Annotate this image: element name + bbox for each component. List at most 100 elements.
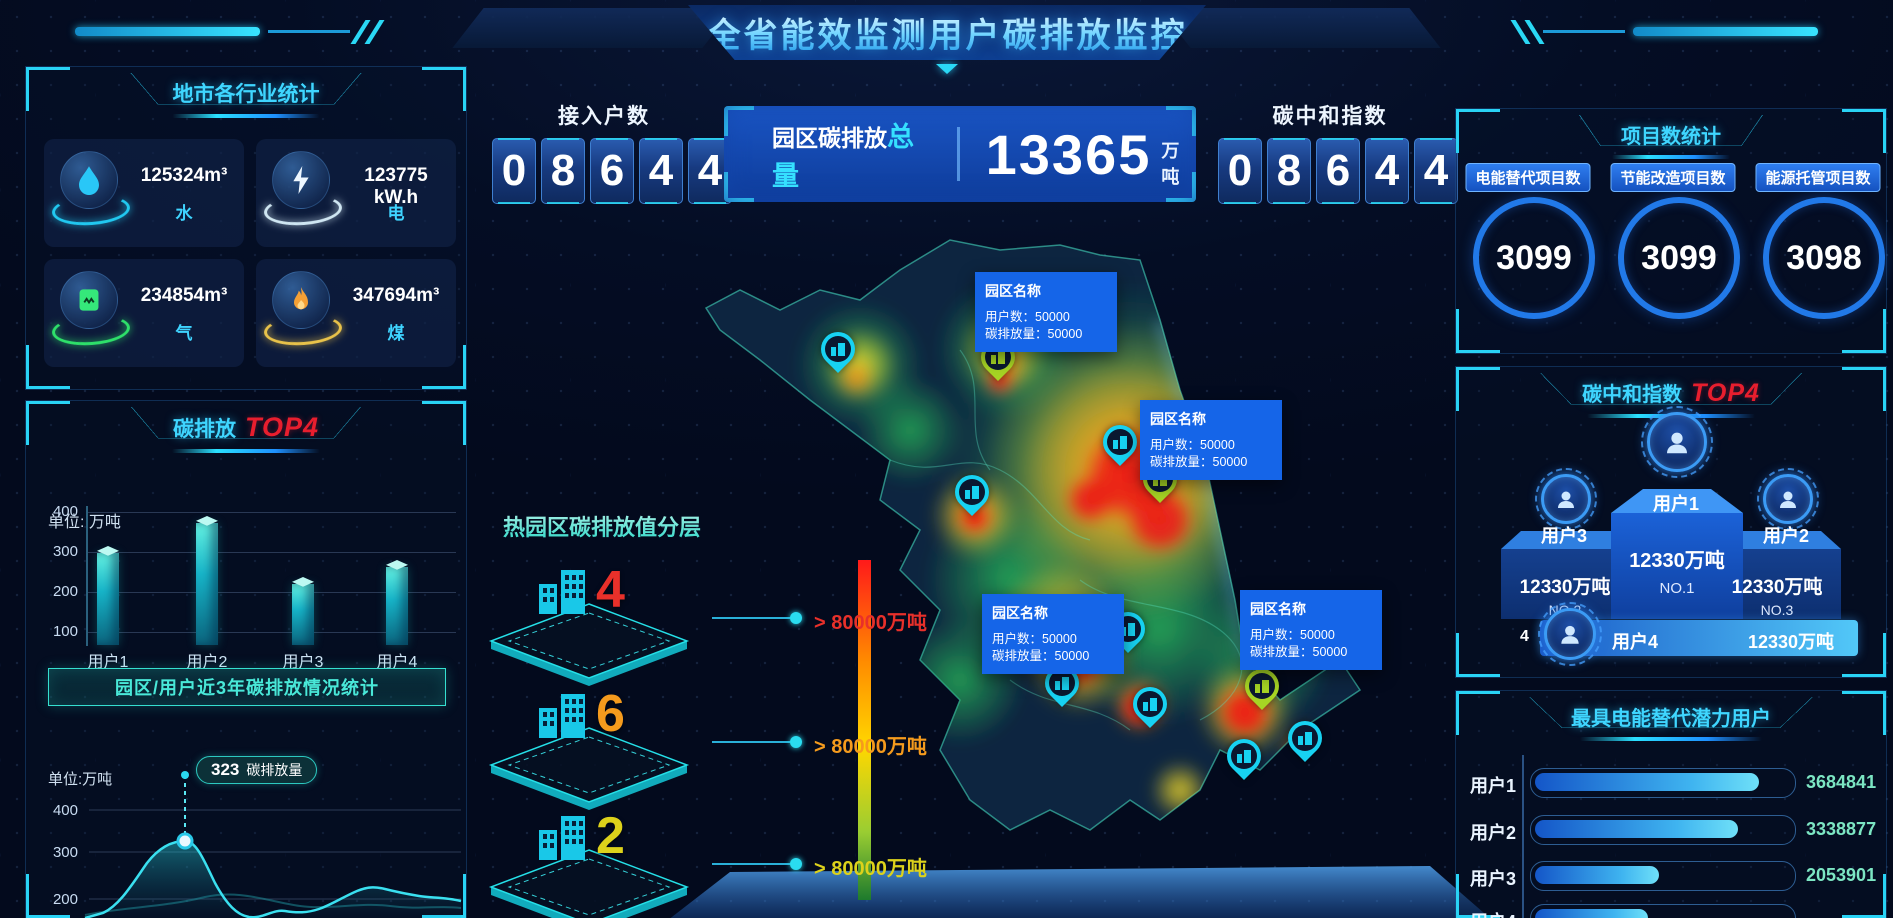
potential-bar-track — [1530, 815, 1796, 845]
bar-user4 — [386, 567, 408, 645]
map-pin[interactable] — [973, 332, 1023, 382]
map-tooltip: 园区名称 用户数：50000 碳排放量：50000 — [1240, 590, 1382, 670]
fourth-rank-value: 12330万吨 — [1748, 632, 1835, 652]
user1-avatar — [1641, 406, 1713, 478]
legend-dot-1 — [790, 612, 802, 624]
panel-projects: 项目数统计 电能替代项目数 3099 节能改造项目数 3099 能源托管项目数 … — [1455, 108, 1887, 354]
panel-neutral-top4-title: 碳中和指数 TOP4 — [1540, 373, 1802, 418]
legend-count-3: 2 — [596, 807, 625, 865]
user2-avatar — [1757, 468, 1819, 530]
podium-third-rank: NO.3 — [1761, 602, 1794, 618]
map-tooltip: 园区名称 用户数：50000 碳排放量：50000 — [975, 272, 1117, 352]
podium: 12330万吨 NO.1 12330万吨 NO.2 12330万吨 NO.3 — [1501, 489, 1841, 619]
page-title: 全省能效监测用户碳排放监控 — [707, 8, 1188, 57]
podium-third-value: 12330万吨 — [1732, 575, 1823, 598]
potential-bar-fill — [1535, 820, 1739, 838]
project-label-3: 能源托管项目数 — [1755, 163, 1881, 192]
total-emission-panel: 园区碳排放总量 13365 万吨 — [724, 106, 1196, 202]
map-tooltip: 园区名称 用户数：50000 碳排放量：50000 — [982, 594, 1124, 674]
panel-potential-title: 最具电能替代潜力用户 — [1529, 697, 1813, 741]
potential-bar-track — [1530, 904, 1796, 918]
potential-axis — [1522, 755, 1524, 918]
neutral-index-label: 碳中和指数 — [1272, 105, 1388, 128]
panel-carbon-top4-title: 碳排放 TOP4 — [131, 407, 361, 453]
gas-ring — [51, 312, 131, 348]
header-wing-right — [1159, 8, 1441, 48]
total-emission-highlight: 总量 — [772, 122, 914, 191]
stat-value-gas: 234854m³ — [140, 285, 228, 306]
potential-value-1: 3684841 — [1806, 772, 1877, 792]
panel-industry-stats: 地市各行业统计 125324m³ 水 123775 kW.h 电 234854m… — [25, 66, 467, 390]
flame-icon — [272, 271, 330, 329]
neutral-top4-title-text: 碳中和指数 — [1582, 384, 1683, 406]
legend-connector-2 — [712, 741, 790, 743]
header-deco-bar-left — [75, 27, 260, 36]
map-pin[interactable] — [813, 324, 863, 374]
stat-value-electric: 123775 kW.h — [364, 165, 428, 208]
heat-gradient-bar — [858, 560, 871, 900]
electric-ring — [263, 192, 343, 228]
total-emission-unit: 万吨 — [1161, 141, 1180, 187]
potential-user-3: 用户3 — [1470, 869, 1517, 889]
coal-ring — [263, 312, 343, 348]
legend-dot-3 — [790, 858, 802, 870]
stat-value-water: 125324m³ — [140, 165, 228, 186]
map-tooltip: 园区名称 用户数：50000 碳排放量：50000 — [1140, 400, 1282, 480]
podium-second-user: 用户3 — [1540, 526, 1588, 546]
heat-legend-title: 热园区碳排放值分层 — [503, 510, 701, 542]
bar-user2 — [196, 523, 218, 645]
bar-user3 — [292, 584, 314, 645]
lightning-icon — [272, 151, 330, 209]
trend-chart-unit: 单位:万吨 — [48, 771, 113, 788]
project-label-1: 电能替代项目数 — [1465, 163, 1591, 192]
total-divider — [956, 127, 960, 181]
potential-user-4: 用户4 — [1470, 908, 1522, 918]
potential-value-3: 2053901 — [1806, 865, 1877, 885]
project-value-1: 3099 — [1473, 197, 1595, 319]
legend-count-2: 6 — [596, 685, 625, 743]
water-drop-icon — [60, 151, 118, 209]
map-pin[interactable] — [1237, 661, 1287, 711]
panel-projects-title: 项目数统计 — [1579, 115, 1763, 159]
bar-user1 — [97, 553, 119, 645]
map-pin[interactable] — [1280, 713, 1330, 763]
map-pin[interactable] — [947, 467, 997, 517]
trend-annotation-value: 323 — [211, 760, 240, 779]
access-count-label: 接入户数 — [558, 105, 650, 128]
header-deco-line-right — [1543, 30, 1625, 33]
map-pin[interactable] — [1095, 417, 1145, 467]
water-ring — [51, 192, 131, 228]
map-pin[interactable] — [1219, 731, 1269, 781]
stat-card-coal: 347694m³ 煤 — [256, 259, 456, 367]
legend-platform-3 — [488, 849, 690, 918]
access-count-digits: 0 8 6 4 4 — [492, 138, 732, 204]
three-year-stats-button[interactable]: 园区/用户近3年碳排放情况统计 — [48, 668, 446, 706]
header-arrow-icon — [936, 64, 958, 74]
project-value-3: 3098 — [1763, 197, 1885, 319]
stat-label-coal: 煤 — [387, 324, 405, 343]
header-deco-line-left — [268, 30, 350, 33]
stat-card-water: 125324m³ 水 — [44, 139, 244, 247]
carbon-top4-highlight: TOP4 — [244, 412, 320, 442]
legend-platform-2 — [488, 727, 690, 810]
trend-annotation-label: 碳排放量 — [246, 762, 303, 778]
neutral-index-digits: 0 8 6 4 4 — [1218, 138, 1458, 204]
podium-first-user: 用户1 — [1652, 494, 1700, 514]
map-pin[interactable] — [1125, 679, 1175, 729]
potential-user-1: 用户1 — [1470, 776, 1517, 796]
panel-carbon-top4: 碳排放 TOP4 — [25, 400, 467, 918]
bar-chart-unit: 单位: 万吨 — [48, 514, 121, 531]
carbon-top4-title-text: 碳排放 — [172, 418, 236, 441]
neutral-top4-highlight: TOP4 — [1691, 379, 1760, 407]
buildings-icon — [539, 816, 585, 860]
bar-xlabel-1: 用户1 — [87, 654, 129, 671]
podium-first-value: 12330万吨 — [1629, 548, 1725, 572]
stat-label-gas: 气 — [175, 324, 193, 343]
legend-connector-1 — [712, 617, 790, 619]
potential-bar-fill — [1535, 866, 1659, 884]
map-base-platform — [670, 866, 1490, 918]
legend-connector-3 — [712, 863, 790, 865]
gas-canister-icon — [60, 271, 118, 329]
map-pin[interactable] — [1037, 658, 1087, 708]
